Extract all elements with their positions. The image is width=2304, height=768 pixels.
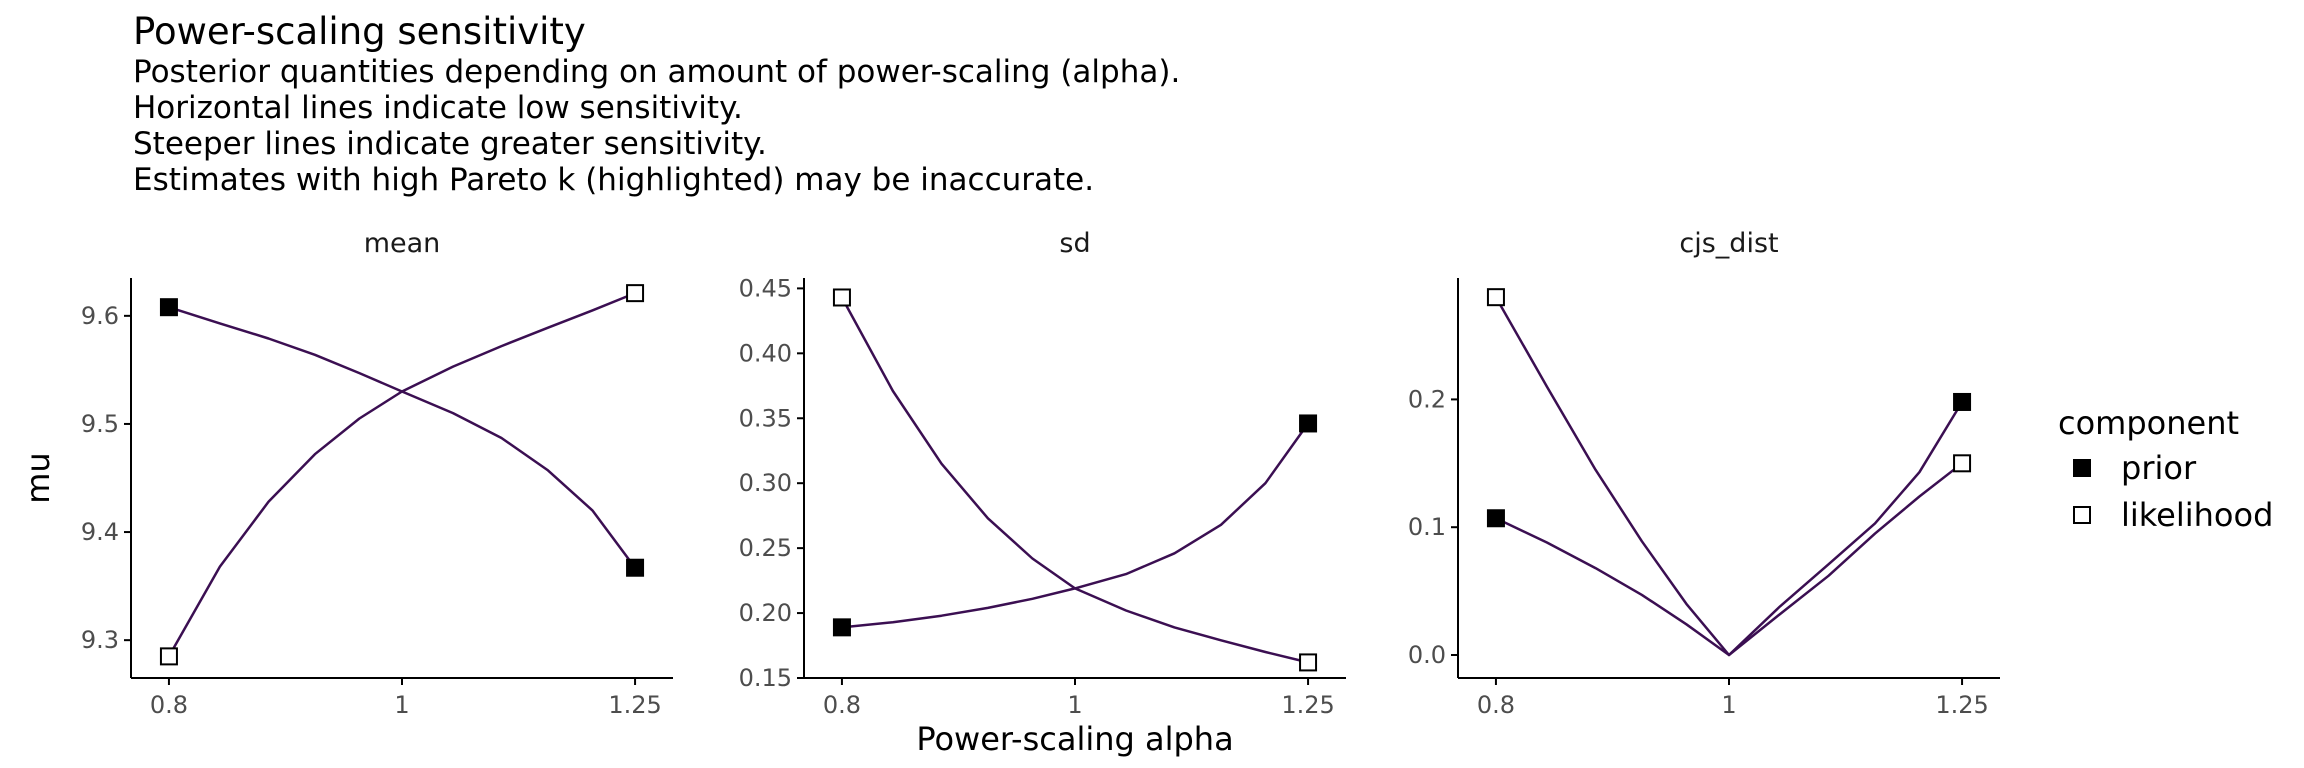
y-tick-label: 9.4 [81,518,119,546]
x-tick-label: 1 [1067,691,1082,719]
panel-title: cjs_dist [1679,228,1778,259]
marker-prior [626,558,645,577]
panel-title: sd [1059,228,1090,259]
marker-prior [832,618,851,637]
marker-likelihood [1953,454,1972,473]
marker-likelihood [1486,288,1505,307]
series-line-prior [168,306,637,569]
legend: component prior likelihood [2058,402,2273,538]
marker-prior [159,298,178,317]
series-line-prior [841,422,1310,629]
series-line-prior [1495,401,1964,657]
subtitle-line: Estimates with high Pareto k (highlighte… [133,162,1095,198]
marker-likelihood [159,647,178,666]
x-tick-label: 1.25 [608,691,661,719]
legend-title: component [2058,404,2240,442]
subtitle-line: Horizontal lines indicate low sensitivit… [133,90,743,126]
chart-title: Power-scaling sensitivity [133,10,586,53]
series-line-likelihood [167,291,636,658]
chart-header: Power-scaling sensitivity Posterior quan… [133,10,1180,198]
series-line-likelihood [1494,296,1963,657]
x-tick-label: 0.8 [150,691,188,719]
y-tick-label: 0.25 [739,534,792,562]
series-line-likelihood [840,296,1309,664]
x-tick-label: 1 [394,691,409,719]
x-tick-label: 1.25 [1281,691,1334,719]
y-tick-label: 0.40 [739,339,792,367]
y-tick-label: 9.3 [81,626,119,654]
open-square-icon [2073,505,2091,524]
y-tick-label: 0.1 [1408,513,1446,541]
x-tick-label: 1.25 [1935,691,1988,719]
x-tick-label: 1 [1721,691,1736,719]
marker-likelihood [832,288,851,307]
y-tick-label: 9.6 [81,302,119,330]
y-tick-label: 0.15 [739,664,792,692]
marker-likelihood [1299,653,1318,672]
subtitle-line: Posterior quantities depending on amount… [133,54,1181,90]
y-tick-label: 0.45 [739,274,792,302]
x-tick-label: 0.8 [1477,691,1515,719]
x-axis-title: Power-scaling alpha [916,720,1233,758]
legend-label: likelihood [2121,495,2274,534]
panel-title: mean [364,228,441,259]
subtitle-line: Steeper lines indicate greater sensitivi… [133,126,767,162]
y-tick-label: 0.35 [739,404,792,432]
marker-prior [1953,392,1972,411]
legend-label: prior [2121,448,2197,487]
y-tick-label: 0.30 [739,469,792,497]
legend-item-likelihood: likelihood [2058,491,2273,538]
filled-square-icon [2073,458,2091,477]
y-tick-label: 0.2 [1408,385,1446,413]
x-tick-label: 0.8 [823,691,861,719]
marker-prior [1486,509,1505,528]
y-tick-label: 9.5 [81,410,119,438]
marker-prior [1299,414,1318,433]
legend-item-prior: prior [2058,444,2273,491]
y-tick-label: 0.20 [739,599,792,627]
marker-likelihood [626,284,645,303]
y-tick-label: 0.0 [1408,641,1446,669]
y-axis-title: mu [19,452,57,503]
